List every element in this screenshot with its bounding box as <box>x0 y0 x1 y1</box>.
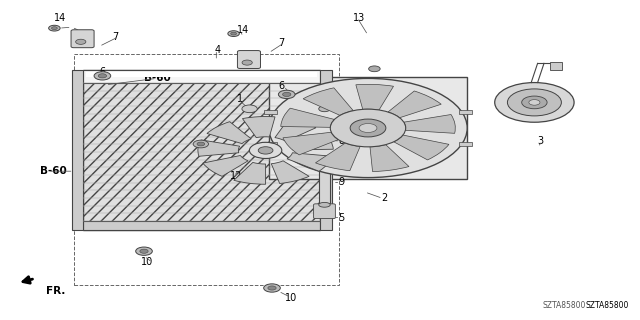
Wedge shape <box>234 163 266 184</box>
Circle shape <box>193 140 209 148</box>
Circle shape <box>350 119 386 137</box>
Wedge shape <box>203 156 248 176</box>
Circle shape <box>264 284 280 292</box>
Bar <box>459 110 472 115</box>
Text: 9: 9 <box>338 177 344 188</box>
Bar <box>74 54 339 285</box>
Bar <box>319 109 330 205</box>
Circle shape <box>99 74 106 78</box>
Circle shape <box>242 60 252 65</box>
Circle shape <box>250 142 282 158</box>
Wedge shape <box>207 122 251 144</box>
Wedge shape <box>356 84 394 110</box>
FancyBboxPatch shape <box>71 30 94 48</box>
Bar <box>72 70 83 230</box>
Wedge shape <box>404 115 455 133</box>
Wedge shape <box>271 161 309 183</box>
FancyBboxPatch shape <box>237 51 260 68</box>
Wedge shape <box>243 116 275 138</box>
Circle shape <box>278 90 295 99</box>
Text: 2: 2 <box>381 193 387 204</box>
Circle shape <box>522 96 547 109</box>
Bar <box>320 70 332 230</box>
Wedge shape <box>281 108 335 127</box>
Circle shape <box>269 78 467 178</box>
Text: 7: 7 <box>278 38 285 48</box>
Text: FR.: FR. <box>46 286 65 296</box>
Circle shape <box>529 100 540 105</box>
Ellipse shape <box>319 203 330 207</box>
Text: B-60: B-60 <box>40 166 67 176</box>
Circle shape <box>508 89 561 116</box>
Bar <box>83 221 320 230</box>
Text: 10: 10 <box>141 257 153 268</box>
Text: 14: 14 <box>54 12 67 23</box>
Text: B-60: B-60 <box>144 73 171 84</box>
Text: 3: 3 <box>538 136 544 146</box>
Wedge shape <box>370 145 409 172</box>
Circle shape <box>242 105 257 113</box>
Circle shape <box>282 92 291 97</box>
Text: 14: 14 <box>237 25 249 36</box>
Wedge shape <box>198 140 240 156</box>
Text: 10: 10 <box>285 292 297 303</box>
Wedge shape <box>303 88 353 116</box>
Text: SZTA85800: SZTA85800 <box>586 301 629 310</box>
Wedge shape <box>289 133 333 150</box>
Circle shape <box>49 25 60 31</box>
Text: 6: 6 <box>278 81 285 92</box>
Wedge shape <box>275 119 316 141</box>
Text: 7: 7 <box>112 32 118 42</box>
Circle shape <box>495 83 574 122</box>
Wedge shape <box>388 91 441 118</box>
Text: 4: 4 <box>214 44 221 55</box>
Text: 5: 5 <box>338 212 344 223</box>
Circle shape <box>359 124 377 132</box>
Bar <box>83 70 320 83</box>
Text: 12: 12 <box>230 171 243 181</box>
Circle shape <box>258 147 273 154</box>
Bar <box>550 62 562 70</box>
Circle shape <box>136 247 152 255</box>
Circle shape <box>197 142 205 146</box>
Wedge shape <box>394 135 449 160</box>
Text: 11: 11 <box>323 94 335 104</box>
Bar <box>264 141 277 146</box>
Circle shape <box>140 249 148 253</box>
Ellipse shape <box>319 106 330 112</box>
Text: 13: 13 <box>353 12 365 23</box>
Bar <box>83 70 320 230</box>
Wedge shape <box>287 153 332 171</box>
Circle shape <box>76 39 86 44</box>
Circle shape <box>228 31 239 36</box>
FancyBboxPatch shape <box>314 204 335 219</box>
Bar <box>86 72 317 77</box>
Text: 1: 1 <box>237 94 243 104</box>
Bar <box>269 77 467 179</box>
Text: 6: 6 <box>99 67 106 77</box>
Circle shape <box>94 72 111 80</box>
Circle shape <box>268 286 276 290</box>
Wedge shape <box>283 132 339 155</box>
Bar <box>264 110 277 115</box>
Text: 8: 8 <box>338 136 344 146</box>
Wedge shape <box>316 143 360 171</box>
Circle shape <box>369 66 380 72</box>
Circle shape <box>231 32 237 35</box>
Bar <box>459 141 472 146</box>
Circle shape <box>52 27 58 29</box>
Text: SZTA85800: SZTA85800 <box>542 301 586 310</box>
Circle shape <box>330 109 406 147</box>
